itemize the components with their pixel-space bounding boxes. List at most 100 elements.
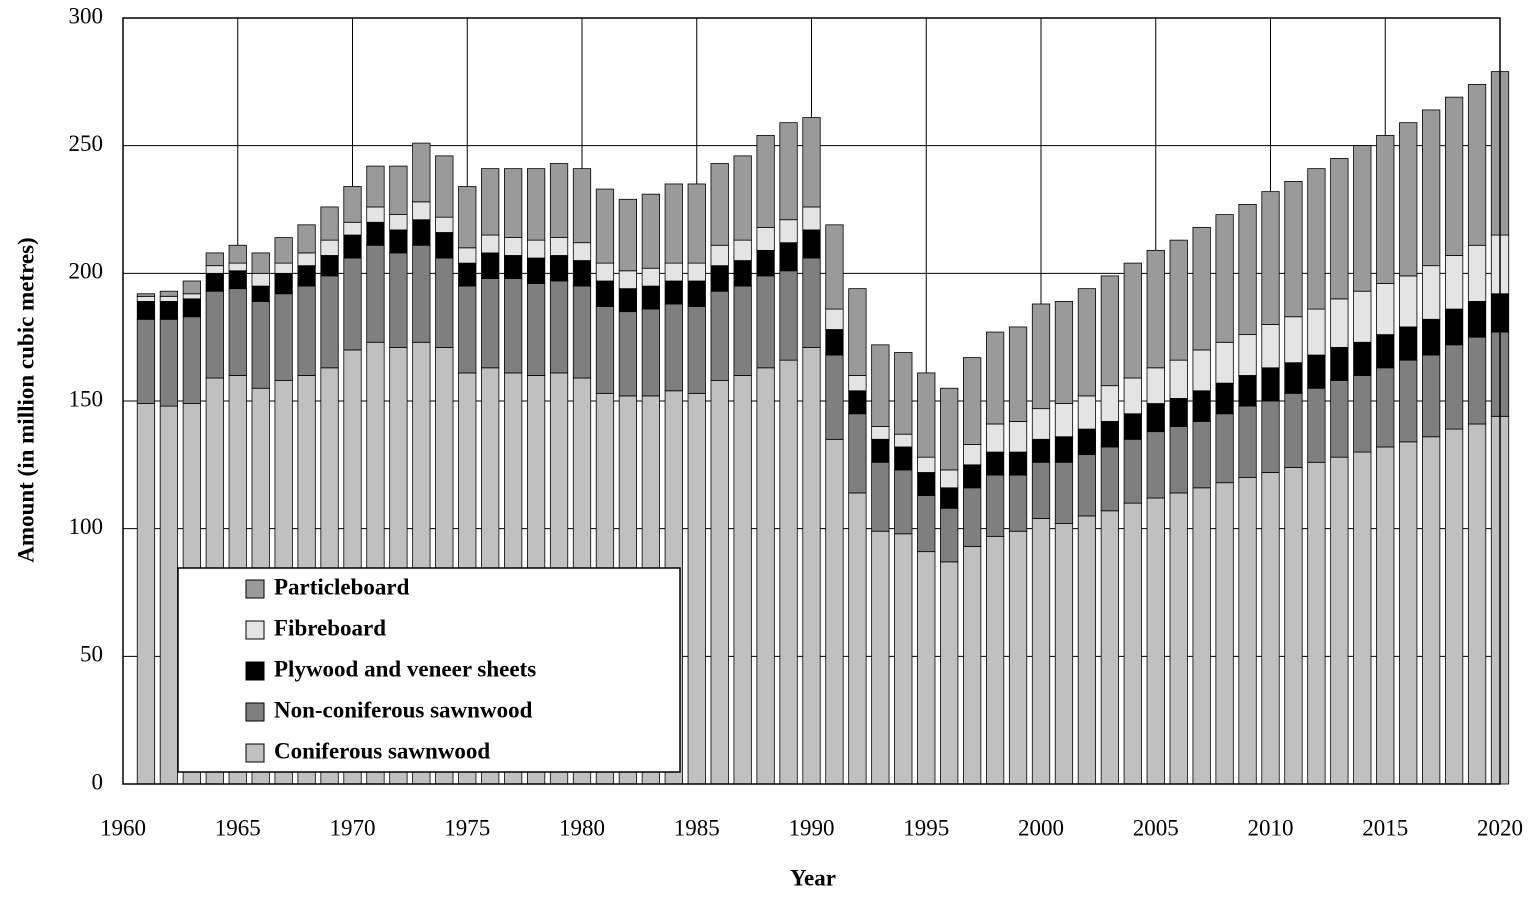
bar-segment bbox=[504, 237, 523, 256]
bar-segment bbox=[526, 239, 546, 259]
bar-segment bbox=[1399, 359, 1418, 443]
bar-segment bbox=[159, 295, 179, 302]
y-tick-label: 300 bbox=[69, 3, 104, 28]
bar-segment bbox=[1123, 377, 1142, 415]
bar-segment bbox=[825, 354, 844, 440]
bar-segment bbox=[710, 290, 729, 381]
bar-segment bbox=[1238, 477, 1257, 785]
bar-segment bbox=[1077, 428, 1097, 456]
bar-segment bbox=[664, 183, 683, 264]
bar-segment bbox=[985, 451, 1005, 476]
bar-segment bbox=[297, 224, 316, 254]
bar-segment bbox=[1353, 451, 1372, 785]
bar-segment bbox=[1353, 375, 1372, 453]
bar-segment bbox=[963, 487, 982, 547]
bar-segment bbox=[779, 242, 798, 272]
bar-segment bbox=[1123, 502, 1142, 785]
bar-segment bbox=[641, 285, 660, 310]
bar-segment bbox=[940, 387, 959, 471]
bar-segment bbox=[412, 142, 431, 203]
x-tick-label: 1960 bbox=[100, 815, 146, 840]
bar-segment bbox=[1031, 438, 1051, 463]
bar-segment bbox=[1031, 408, 1051, 440]
bar-segment bbox=[1100, 385, 1119, 422]
bar-segment bbox=[756, 226, 775, 251]
bar-segment bbox=[1215, 382, 1234, 415]
bar-segment bbox=[1261, 400, 1280, 473]
bar-segment bbox=[251, 272, 270, 287]
bar-segment bbox=[848, 288, 867, 376]
bar-segment bbox=[435, 232, 454, 259]
bar-segment bbox=[1238, 405, 1257, 478]
bar-segment bbox=[1330, 298, 1349, 348]
bar-segment bbox=[228, 288, 247, 376]
bar-segment bbox=[1100, 275, 1119, 387]
bar-segment bbox=[779, 122, 798, 221]
bar-segment bbox=[756, 367, 775, 785]
bar-segment bbox=[664, 303, 683, 392]
legend-swatch bbox=[245, 702, 265, 722]
bar-segment bbox=[182, 316, 201, 404]
bar-segment bbox=[595, 280, 615, 307]
bar-segment bbox=[136, 318, 156, 404]
bar-segment bbox=[389, 229, 408, 254]
bar-segment bbox=[1284, 362, 1303, 394]
bar-segment bbox=[917, 372, 936, 458]
bar-segment bbox=[1215, 482, 1234, 785]
bar-segment bbox=[595, 188, 615, 264]
bar-segment bbox=[228, 244, 247, 264]
bar-segment bbox=[1008, 530, 1028, 785]
bar-segment bbox=[779, 359, 798, 785]
bar-segment bbox=[710, 163, 729, 246]
bar-segment bbox=[297, 252, 316, 267]
bar-segment bbox=[1376, 367, 1395, 448]
bar-segment bbox=[871, 344, 890, 427]
bar-segment bbox=[1054, 301, 1074, 404]
bar-segment bbox=[458, 247, 477, 264]
bar-segment bbox=[802, 117, 821, 208]
bar-segment bbox=[412, 244, 431, 343]
bar-segment bbox=[985, 535, 1005, 785]
bar-segment bbox=[1031, 303, 1051, 410]
bar-segment bbox=[1031, 518, 1051, 785]
bar-segment bbox=[1444, 96, 1464, 256]
bar-segment bbox=[848, 413, 867, 494]
bar-segment bbox=[1100, 421, 1119, 448]
bar-segment bbox=[871, 461, 890, 532]
x-tick-label: 1965 bbox=[215, 815, 261, 840]
bar-segment bbox=[687, 392, 706, 785]
legend-label: Non-coniferous sawnwood bbox=[274, 697, 533, 722]
y-tick-label: 150 bbox=[69, 386, 104, 411]
bar-segment bbox=[1376, 283, 1395, 336]
bar-segment bbox=[205, 265, 224, 274]
bar-segment bbox=[1353, 145, 1372, 292]
bar-segment bbox=[1467, 244, 1487, 302]
bar-segment bbox=[825, 224, 844, 310]
bar-segment bbox=[756, 249, 775, 277]
bar-segment bbox=[894, 469, 913, 535]
bar-segment bbox=[481, 168, 500, 236]
legend-label: Plywood and veneer sheets bbox=[274, 656, 536, 681]
bar-segment bbox=[1307, 387, 1326, 463]
bar-segment bbox=[1192, 487, 1211, 785]
bar-segment bbox=[1008, 451, 1028, 476]
bar-segment bbox=[412, 201, 431, 221]
bar-segment bbox=[435, 257, 454, 348]
bar-segment bbox=[572, 168, 592, 244]
bar-segment bbox=[1169, 426, 1188, 494]
bar-segment bbox=[1146, 431, 1165, 499]
bar-segment bbox=[940, 487, 959, 509]
bar-segment bbox=[664, 280, 683, 305]
bar-segment bbox=[389, 214, 408, 231]
x-tick-label: 1970 bbox=[330, 815, 376, 840]
bar-segment bbox=[1215, 214, 1234, 343]
bar-segment bbox=[549, 163, 569, 238]
bar-segment bbox=[1307, 354, 1326, 389]
bar-segment bbox=[1077, 288, 1097, 397]
bar-segment bbox=[205, 272, 224, 292]
bar-segment bbox=[963, 464, 982, 489]
bar-segment bbox=[504, 255, 523, 279]
bar-segment bbox=[733, 260, 752, 287]
bar-segment bbox=[1376, 135, 1395, 284]
bar-segment bbox=[1284, 392, 1303, 468]
